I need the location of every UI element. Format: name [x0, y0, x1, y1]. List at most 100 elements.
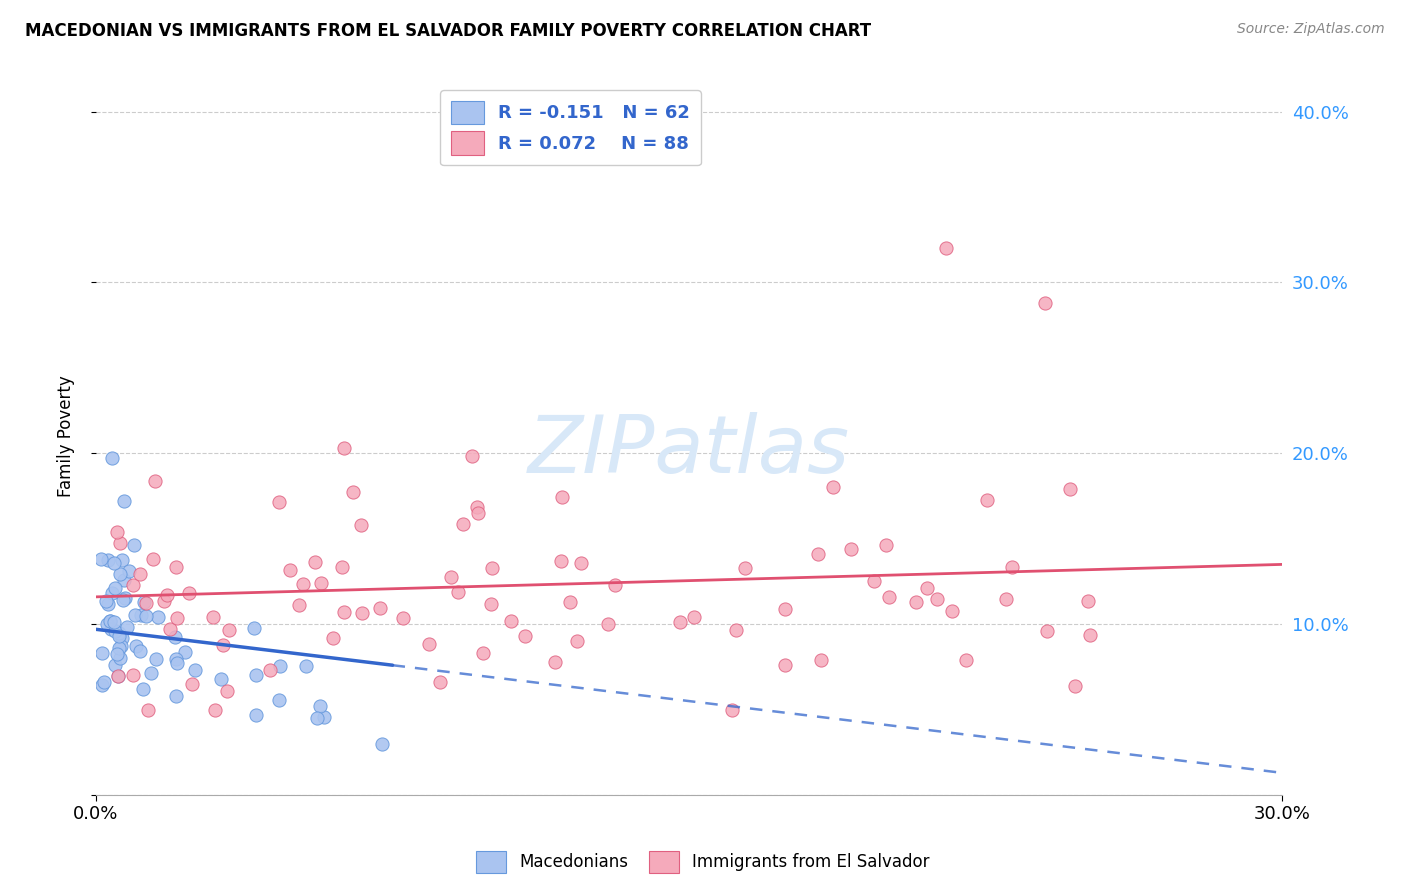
- Point: [125, 639, 148, 653]
- Point: [136, 703, 159, 717]
- Point: [569, 556, 592, 570]
- Point: [110, 639, 132, 653]
- Point: [114, 591, 136, 605]
- Point: [350, 518, 373, 533]
- Point: [447, 585, 470, 599]
- Point: [112, 593, 135, 607]
- Point: [107, 668, 129, 682]
- Point: [97, 553, 120, 567]
- Point: [132, 681, 155, 696]
- Point: [111, 631, 134, 645]
- Point: [103, 615, 125, 629]
- Point: [330, 560, 353, 574]
- Point: [184, 663, 207, 677]
- Point: [103, 556, 125, 570]
- Point: [288, 598, 311, 612]
- Point: [1001, 560, 1024, 574]
- Point: [720, 703, 742, 717]
- Point: [245, 668, 267, 682]
- Point: [734, 561, 756, 575]
- Point: [877, 590, 900, 604]
- Point: [499, 615, 522, 629]
- Text: MACEDONIAN VS IMMIGRANTS FROM EL SALVADOR FAMILY POVERTY CORRELATION CHART: MACEDONIAN VS IMMIGRANTS FROM EL SALVADO…: [25, 22, 872, 40]
- Point: [108, 650, 131, 665]
- Point: [93, 674, 115, 689]
- Legend: Macedonians, Immigrants from El Salvador: Macedonians, Immigrants from El Salvador: [470, 845, 936, 880]
- Point: [135, 609, 157, 624]
- Point: [128, 567, 150, 582]
- Point: [481, 561, 503, 575]
- Point: [439, 569, 461, 583]
- Point: [1036, 624, 1059, 638]
- Point: [121, 668, 143, 682]
- Point: [467, 506, 489, 520]
- Point: [941, 604, 963, 618]
- Point: [180, 677, 202, 691]
- Point: [839, 541, 862, 556]
- Point: [863, 574, 886, 588]
- Point: [145, 651, 167, 665]
- Point: [309, 576, 332, 591]
- Point: [104, 624, 127, 639]
- Point: [1059, 482, 1081, 496]
- Point: [173, 645, 195, 659]
- Point: [108, 626, 131, 640]
- Point: [269, 659, 291, 673]
- Point: [307, 711, 329, 725]
- Point: [90, 552, 112, 566]
- Point: [129, 607, 152, 622]
- Point: [461, 449, 484, 463]
- Point: [1078, 628, 1101, 642]
- Point: [111, 553, 134, 567]
- Point: [91, 646, 114, 660]
- Point: [156, 588, 179, 602]
- Point: [166, 560, 188, 574]
- Point: [875, 538, 897, 552]
- Point: [142, 551, 165, 566]
- Point: [806, 547, 828, 561]
- Point: [122, 538, 145, 552]
- Point: [976, 493, 998, 508]
- Point: [107, 669, 129, 683]
- Point: [166, 611, 188, 625]
- Point: [105, 647, 128, 661]
- Point: [350, 606, 373, 620]
- Point: [669, 615, 692, 630]
- Point: [418, 637, 440, 651]
- Y-axis label: Family Poverty: Family Poverty: [58, 376, 75, 497]
- Point: [269, 495, 291, 509]
- Point: [332, 606, 354, 620]
- Point: [269, 692, 291, 706]
- Point: [96, 594, 118, 608]
- Point: [115, 620, 138, 634]
- Point: [141, 665, 163, 680]
- Point: [935, 241, 957, 255]
- Point: [773, 602, 796, 616]
- Point: [821, 480, 844, 494]
- Point: [551, 490, 574, 504]
- Point: [550, 554, 572, 568]
- Point: [309, 698, 332, 713]
- Point: [98, 615, 121, 629]
- Point: [201, 609, 224, 624]
- Point: [124, 608, 146, 623]
- Point: [108, 536, 131, 550]
- Point: [204, 703, 226, 717]
- Point: [153, 593, 176, 607]
- Point: [112, 574, 135, 588]
- Point: [371, 737, 394, 751]
- Point: [101, 586, 124, 600]
- Point: [179, 586, 201, 600]
- Point: [218, 624, 240, 638]
- Point: [558, 594, 581, 608]
- Point: [108, 628, 131, 642]
- Point: [295, 658, 318, 673]
- Point: [810, 653, 832, 667]
- Point: [100, 623, 122, 637]
- Point: [159, 622, 181, 636]
- Point: [245, 708, 267, 723]
- Point: [479, 597, 502, 611]
- Point: [165, 652, 187, 666]
- Point: [104, 581, 127, 595]
- Point: [724, 623, 747, 637]
